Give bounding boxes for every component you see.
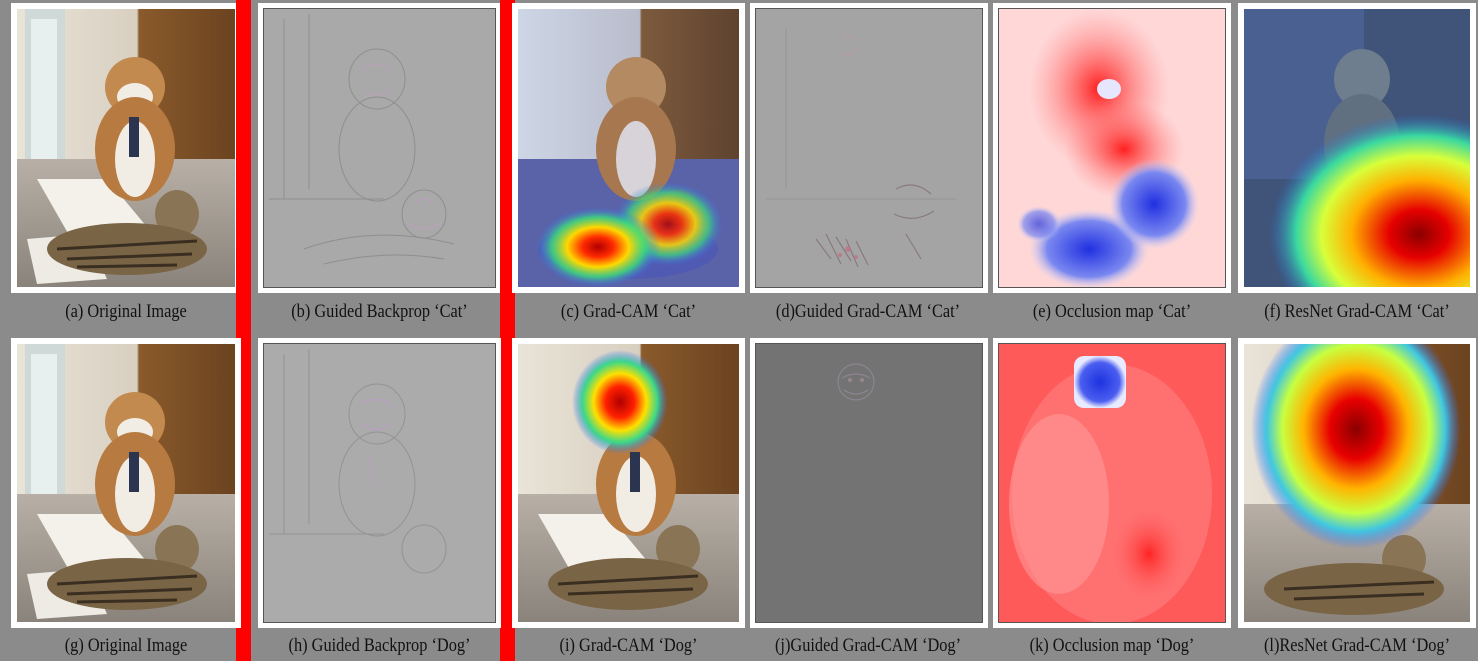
panel-d [750, 3, 988, 293]
panel-c [512, 3, 745, 293]
caption-b: (b) Guided Backprop ‘Cat’ [291, 301, 468, 322]
guided-gradcam-dog-map [755, 343, 983, 623]
panel-k [993, 338, 1231, 628]
panel-f [1238, 3, 1476, 293]
caption-g: (g) Original Image [64, 635, 188, 656]
caption-a: (a) Original Image [65, 301, 187, 322]
occlusion-cat-map [998, 8, 1226, 288]
guided-backprop-cat-map [263, 8, 496, 288]
panel-e [993, 3, 1231, 293]
panel-l [1238, 338, 1476, 628]
caption-k: (k) Occlusion map ‘Dog’ [1029, 635, 1195, 656]
separator-right [500, 0, 515, 661]
guided-backprop-dog-map [263, 343, 496, 623]
guided-gradcam-cat-map [755, 8, 983, 288]
panel-j [750, 338, 988, 628]
occlusion-dog-map [998, 343, 1226, 623]
gradcam-dog-map [518, 344, 739, 622]
caption-c: (c) Grad-CAM ‘Cat’ [560, 301, 697, 322]
caption-h: (h) Guided Backprop ‘Dog’ [288, 635, 471, 656]
panel-h [258, 338, 501, 628]
caption-e: (e) Occlusion map ‘Cat’ [1032, 301, 1192, 322]
caption-j: (j)Guided Grad-CAM ‘Dog’ [774, 635, 962, 656]
panel-i [512, 338, 745, 628]
original-image [17, 9, 235, 287]
caption-l: (l)ResNet Grad-CAM ‘Dog’ [1263, 635, 1451, 656]
resnet-gradcam-cat-map [1244, 9, 1470, 287]
panel-b [258, 3, 501, 293]
caption-i: (i) Grad-CAM ‘Dog’ [559, 635, 698, 656]
panel-a [11, 3, 241, 293]
panel-g [11, 338, 241, 628]
original-image [17, 344, 235, 622]
gradcam-cat-map [518, 9, 739, 287]
resnet-gradcam-dog-map [1244, 344, 1470, 622]
caption-f: (f) ResNet Grad-CAM ‘Cat’ [1264, 301, 1450, 322]
caption-d: (d)Guided Grad-CAM ‘Cat’ [775, 301, 961, 322]
